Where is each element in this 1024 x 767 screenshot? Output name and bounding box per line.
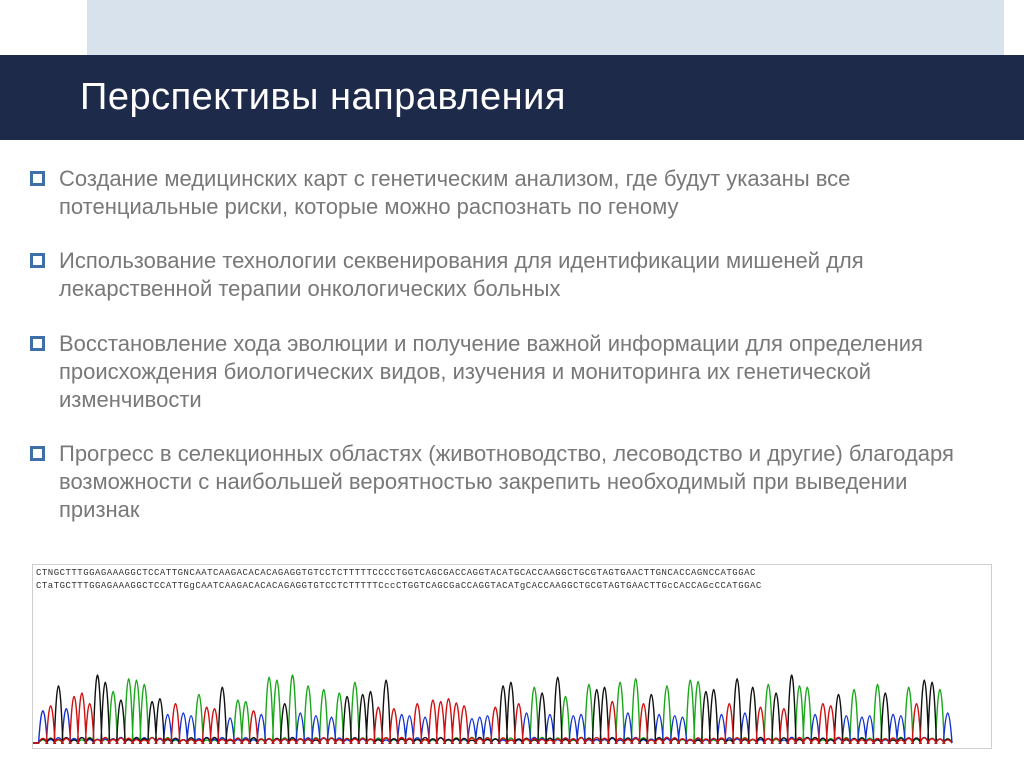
bullet-item: Создание медицинских карт с генетическим… [30, 165, 994, 221]
bullet-item: Восстановление хода эволюции и получение… [30, 330, 994, 414]
top-accent-band [87, 0, 1004, 55]
bullet-square-icon [30, 336, 45, 351]
bullet-square-icon [30, 446, 45, 461]
sequence-line-2: CTaTGCTTTGGAGAAAGGCTCCATTGgCAATCAAGACACA… [33, 578, 991, 591]
bullet-text: Использование технологии секвенирования … [59, 247, 994, 303]
title-bar: Перспективы направления [0, 55, 1024, 140]
bullet-text: Прогресс в селекционных областях (животн… [59, 440, 994, 524]
bullet-square-icon [30, 253, 45, 268]
slide-title: Перспективы направления [80, 76, 566, 119]
content-area: Создание медицинских карт с генетическим… [30, 165, 994, 551]
sequence-line-1: CTNGCTTTGGAGAAAGGCTCCATTGNCAATCAAGACACAC… [33, 565, 991, 578]
bullet-text: Создание медицинских карт с генетическим… [59, 165, 994, 221]
bullet-text: Восстановление хода эволюции и получение… [59, 330, 994, 414]
dna-chromatogram: CTNGCTTTGGAGAAAGGCTCCATTGNCAATCAAGACACAC… [32, 564, 992, 749]
bullet-square-icon [30, 171, 45, 186]
bullet-item: Использование технологии секвенирования … [30, 247, 994, 303]
bullet-item: Прогресс в селекционных областях (животн… [30, 440, 994, 524]
chromatogram-trace [33, 592, 991, 747]
